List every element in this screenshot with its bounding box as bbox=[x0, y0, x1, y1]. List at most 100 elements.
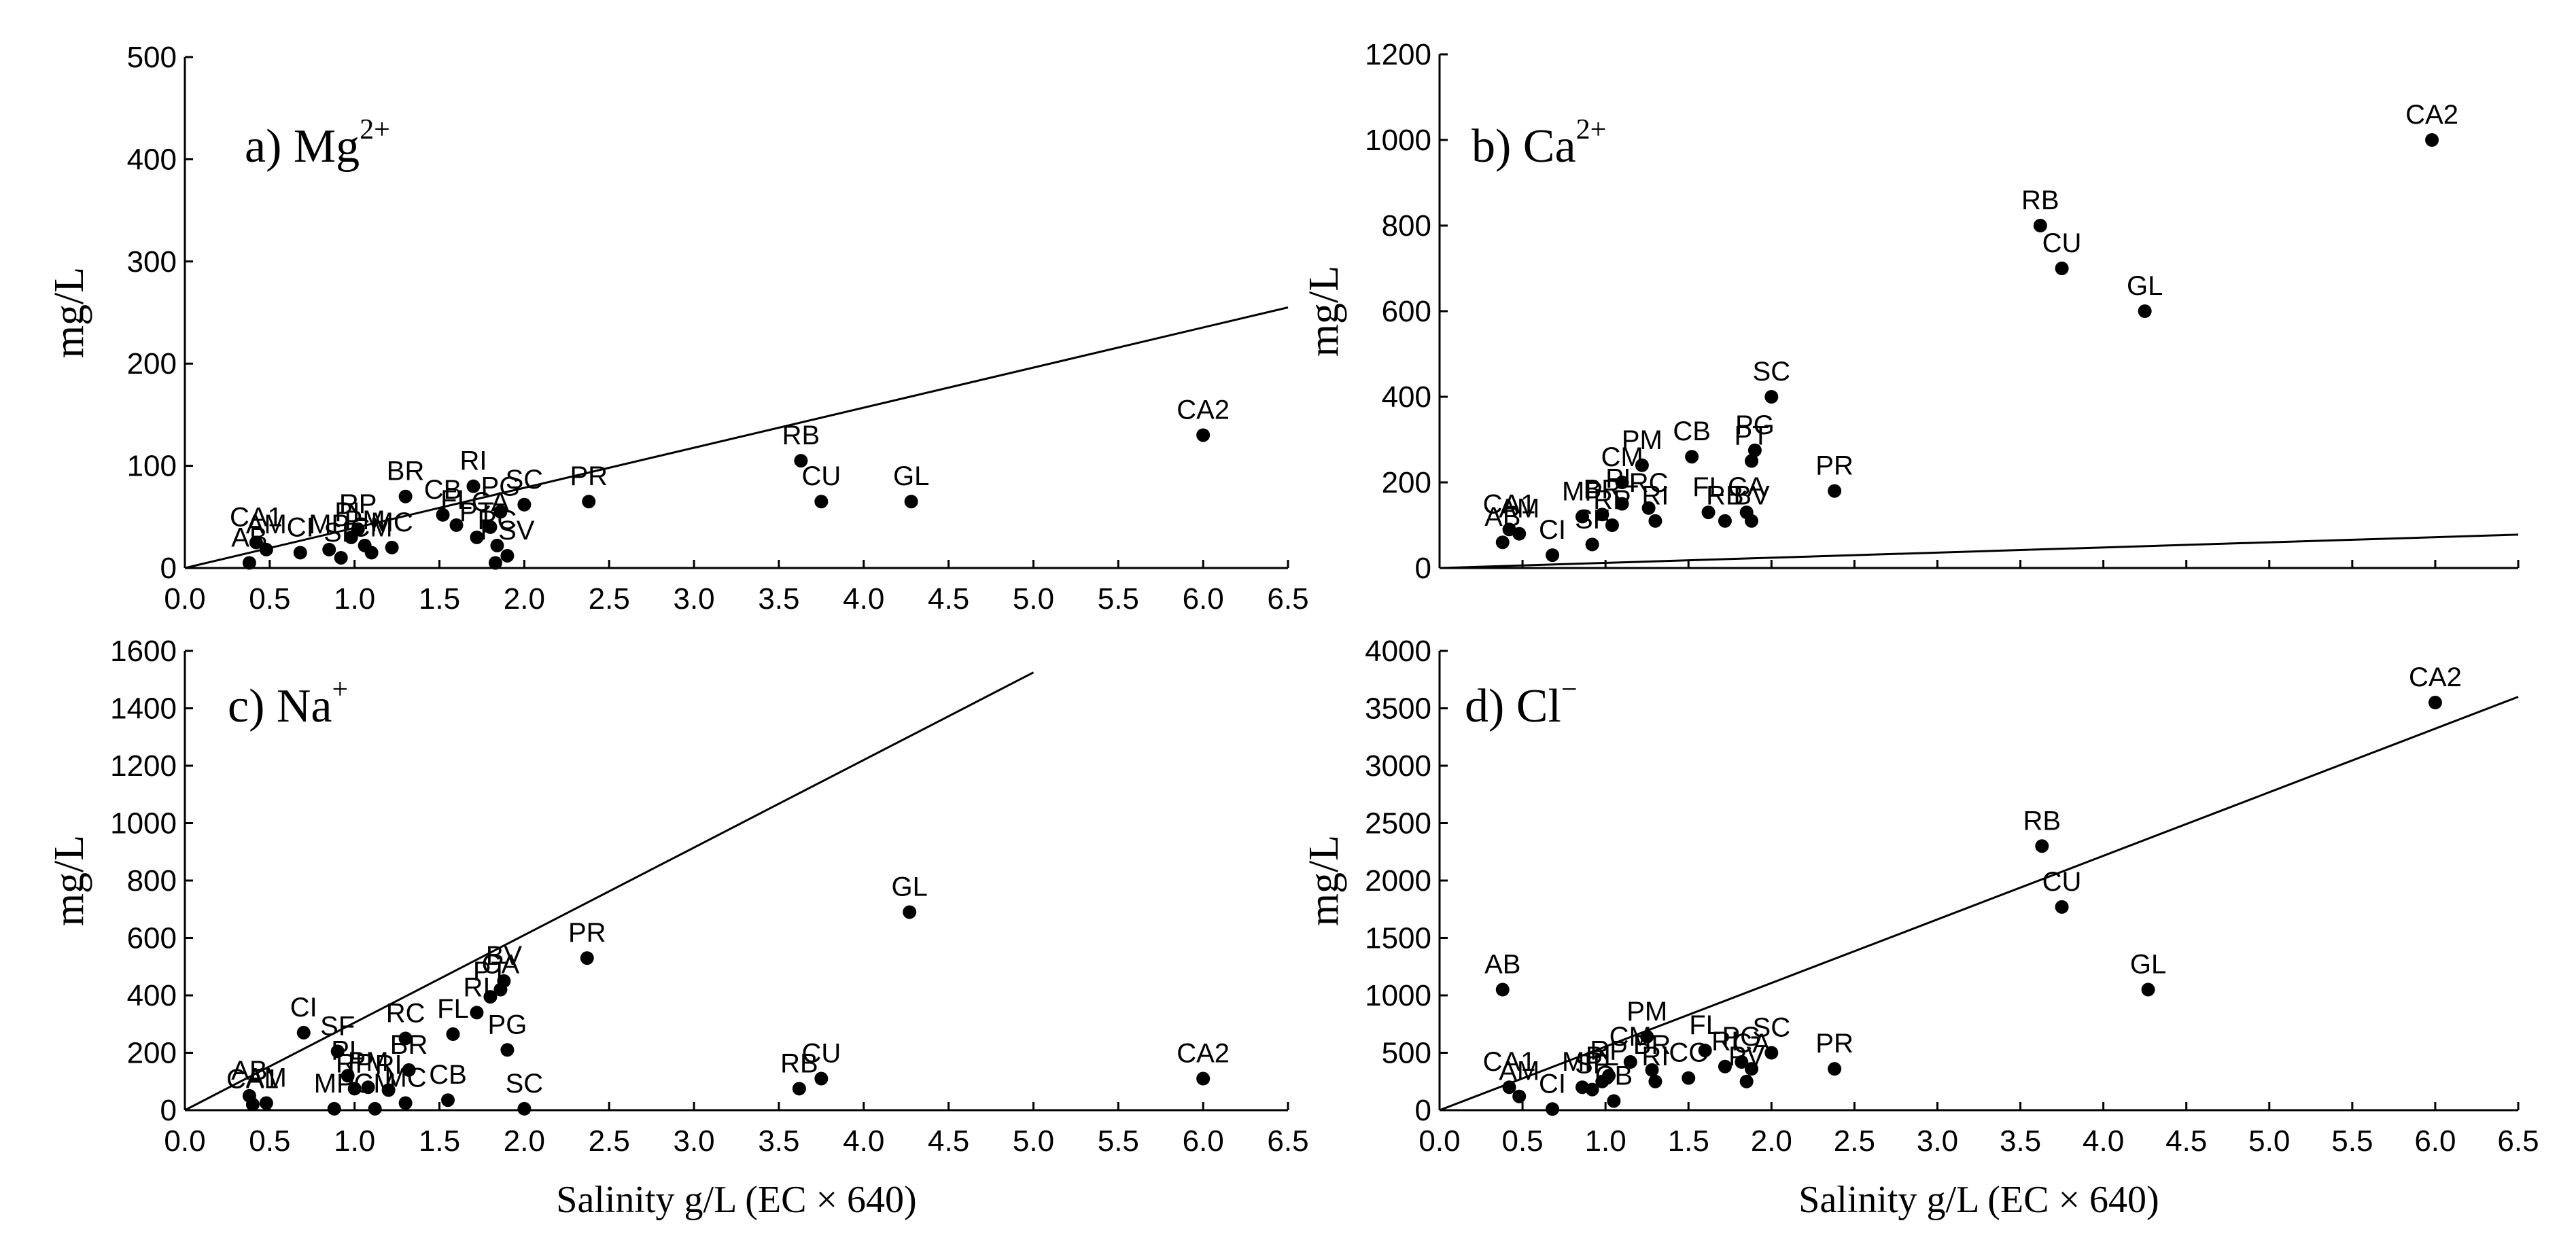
data-point bbox=[347, 1082, 362, 1096]
data-point-label: AM bbox=[1499, 1057, 1539, 1086]
data-point bbox=[381, 1083, 396, 1097]
data-point-label: RC bbox=[386, 998, 425, 1028]
data-point-label: BR bbox=[387, 457, 425, 486]
data-point bbox=[2428, 696, 2442, 710]
data-point bbox=[334, 550, 348, 565]
data-point-label: RB bbox=[780, 1048, 818, 1078]
data-point bbox=[436, 508, 450, 522]
x-tick-label: 0.0 bbox=[1418, 1124, 1460, 1158]
data-point bbox=[446, 1027, 460, 1042]
x-tick-label: 2.5 bbox=[1834, 1124, 1875, 1158]
data-point-label: CU bbox=[2042, 228, 2082, 258]
data-point bbox=[792, 1082, 806, 1096]
x-tick-label: 3.0 bbox=[1917, 1124, 1958, 1158]
data-point-label: CA2 bbox=[1177, 395, 1230, 425]
reference-line bbox=[184, 671, 1034, 1112]
data-point-label: AM bbox=[246, 510, 287, 539]
data-point-label: CB bbox=[429, 1060, 467, 1090]
data-point bbox=[2138, 304, 2152, 318]
data-point bbox=[1585, 537, 1599, 552]
x-tick-label: 5.5 bbox=[1098, 582, 1139, 616]
data-point-label: CI bbox=[1539, 1069, 1566, 1099]
x-tick-label: 1.0 bbox=[334, 582, 375, 616]
data-point-label: RI bbox=[459, 446, 487, 476]
data-point bbox=[242, 556, 256, 570]
data-point bbox=[1739, 1074, 1754, 1088]
y-tick-label: 600 bbox=[127, 922, 177, 955]
data-point-label: PM bbox=[1622, 425, 1663, 455]
panel-title: d) Cl− bbox=[1465, 674, 1578, 732]
data-point-label: PG bbox=[488, 1010, 527, 1040]
data-point bbox=[249, 535, 263, 550]
y-tick-label: 4000 bbox=[1365, 635, 1431, 668]
x-axis-title: Salinity g/L (EC × 640) bbox=[1798, 1179, 2159, 1221]
data-point-label: CA bbox=[482, 950, 520, 980]
x-tick-label: 0.5 bbox=[249, 1124, 290, 1158]
data-point bbox=[259, 1096, 273, 1110]
y-tick-label: 1200 bbox=[110, 749, 177, 783]
chart-panel-c: 0 200 400 600 800 1000 1200 1400 1600 0.0 0.5 1.0 1.… bbox=[46, 635, 1309, 1221]
x-tick-label: 3.5 bbox=[758, 1124, 799, 1158]
data-point bbox=[517, 497, 532, 512]
data-point bbox=[582, 495, 596, 509]
data-point bbox=[1640, 1029, 1654, 1044]
data-point-label: PR bbox=[1815, 1029, 1853, 1059]
data-point bbox=[1575, 510, 1589, 524]
data-point-label: RB bbox=[1706, 481, 1744, 511]
data-point-label: CM bbox=[1609, 1022, 1652, 1052]
data-point-label: CU bbox=[801, 461, 841, 491]
data-point bbox=[1682, 1071, 1696, 1085]
data-point-label: GL bbox=[2130, 950, 2166, 980]
data-point bbox=[470, 1006, 484, 1020]
data-point-label: CM bbox=[351, 512, 393, 542]
x-axis-title: Salinity g/L (EC × 640) bbox=[556, 1179, 916, 1221]
x-tick-label: 4.5 bbox=[2165, 1124, 2207, 1158]
data-point bbox=[2033, 219, 2047, 232]
x-tick-label: 5.0 bbox=[2248, 1124, 2290, 1158]
data-point bbox=[1685, 450, 1699, 464]
data-point bbox=[1615, 476, 1629, 489]
data-point bbox=[293, 546, 307, 560]
data-point-label: BV bbox=[486, 941, 523, 971]
data-point bbox=[1701, 505, 1716, 520]
data-point bbox=[1495, 535, 1510, 550]
data-point bbox=[1495, 982, 1510, 997]
data-point bbox=[1641, 501, 1656, 515]
y-tick-label: 1000 bbox=[1365, 124, 1431, 157]
data-point bbox=[1595, 508, 1609, 522]
y-tick-label: 200 bbox=[127, 347, 177, 380]
data-point-label: FL bbox=[1689, 1010, 1721, 1040]
data-point-label: CU bbox=[2042, 867, 2082, 897]
data-point-label: CA1 bbox=[226, 1065, 279, 1095]
x-tick-label: 1.5 bbox=[419, 582, 460, 616]
data-point bbox=[402, 1063, 416, 1077]
data-point-label: CA bbox=[1728, 472, 1766, 502]
data-point-label: AM bbox=[1499, 494, 1539, 524]
data-point bbox=[493, 505, 508, 519]
data-point-label: AM bbox=[246, 1063, 287, 1093]
x-tick-label: 1.5 bbox=[1668, 1124, 1709, 1158]
y-tick-label: 1400 bbox=[110, 692, 177, 726]
data-point bbox=[1196, 1071, 1211, 1086]
y-tick-label: 200 bbox=[1382, 466, 1431, 499]
x-tick-label: 0.0 bbox=[164, 582, 205, 616]
y-tick-label: 1200 bbox=[1365, 38, 1431, 71]
data-point-label: PR bbox=[1815, 451, 1853, 481]
x-tick-label: 4.0 bbox=[843, 582, 884, 616]
data-point bbox=[1764, 1046, 1779, 1060]
data-point bbox=[1635, 458, 1649, 472]
data-point bbox=[814, 495, 829, 509]
data-point bbox=[517, 1101, 532, 1116]
reference-line bbox=[1439, 696, 2519, 1112]
data-point bbox=[488, 556, 502, 570]
data-point-label: SF bbox=[320, 1011, 355, 1041]
data-point-label: PL bbox=[1586, 1042, 1619, 1071]
data-point-label: CI bbox=[1539, 515, 1566, 545]
y-tick-label: 800 bbox=[127, 864, 177, 898]
data-point bbox=[580, 951, 594, 965]
data-point bbox=[1828, 1062, 1842, 1076]
y-tick-label: 2000 bbox=[1365, 864, 1431, 898]
data-point-label: MC bbox=[371, 508, 413, 537]
x-tick-label: 3.5 bbox=[2000, 1124, 2041, 1158]
